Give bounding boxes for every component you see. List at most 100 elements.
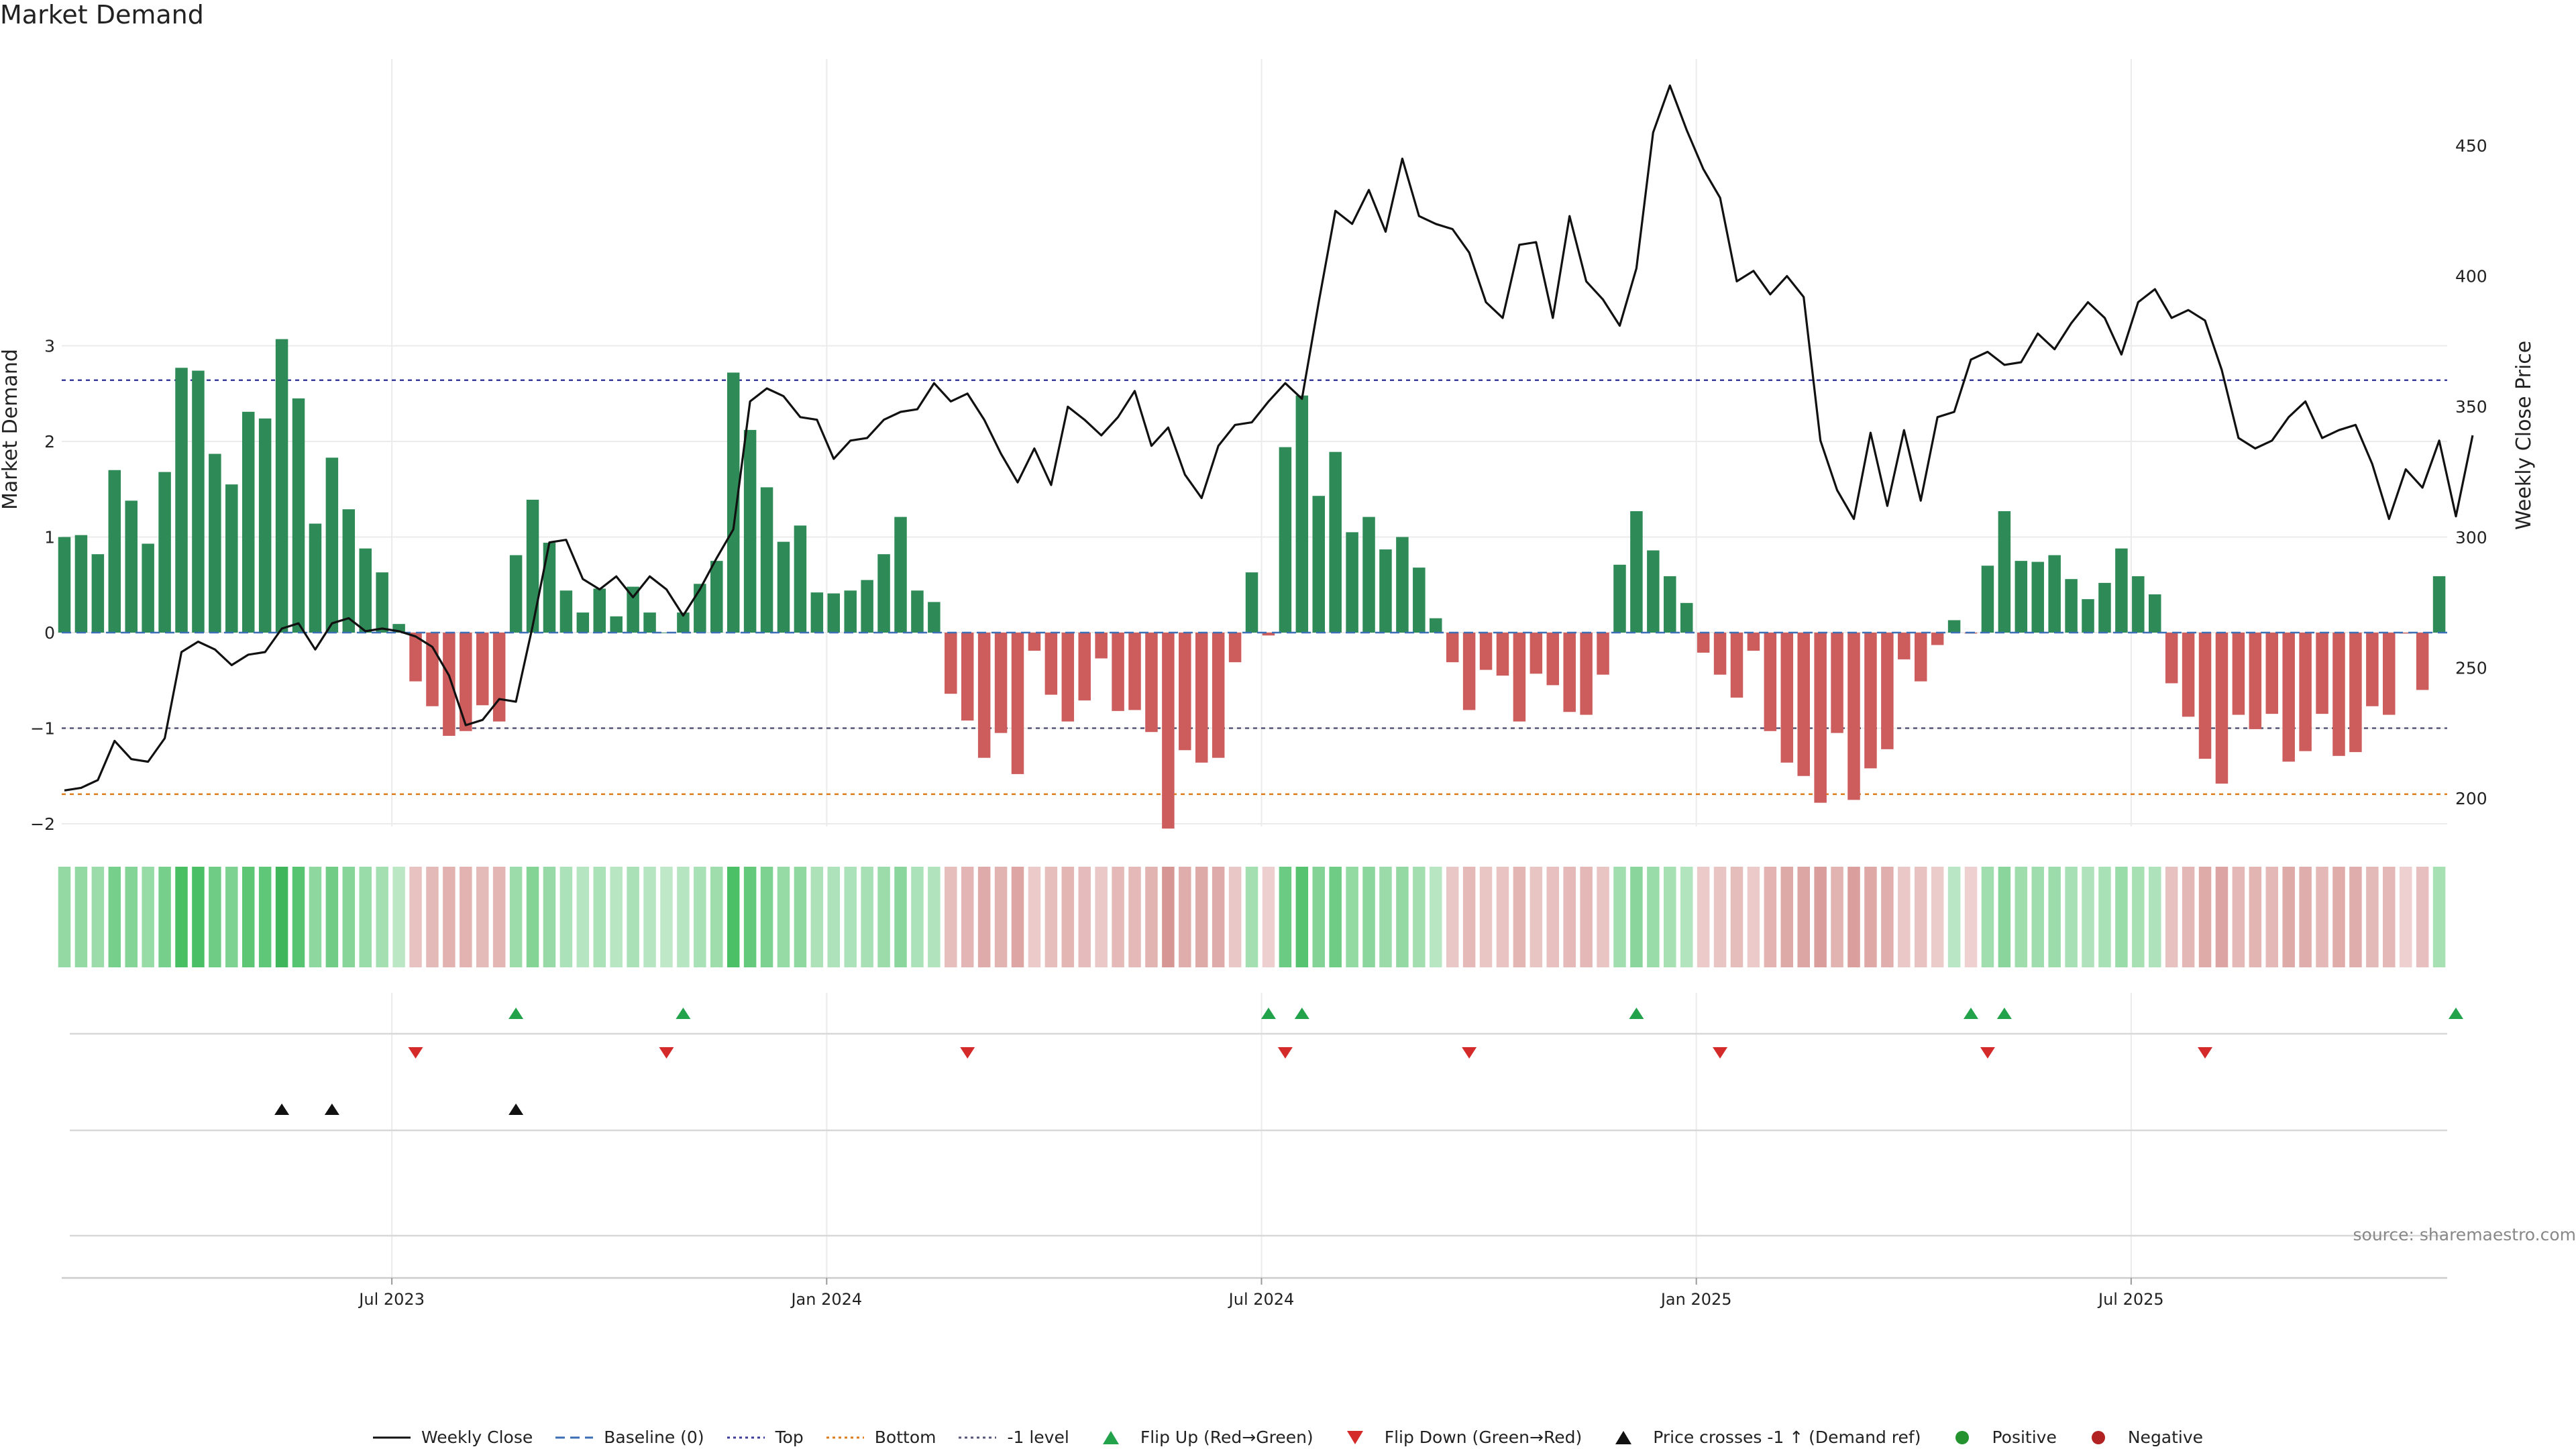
- demand-bar: [2198, 633, 2212, 759]
- demand-bar: [2215, 633, 2229, 784]
- demand-bar: [1228, 633, 1242, 663]
- demand-colour-cell: [660, 867, 673, 967]
- right-axis-label: Weekly Close Price: [2512, 340, 2536, 530]
- demand-colour-cell: [1128, 867, 1141, 967]
- demand-colour-cell: [794, 867, 807, 967]
- left-tick-label: 0: [44, 623, 55, 643]
- demand-colour-cell: [2432, 867, 2446, 967]
- demand-colour-cell: [994, 867, 1008, 967]
- legend-label: Flip Up (Red→Green): [1140, 1428, 1313, 1447]
- demand-colour-cell: [677, 867, 690, 967]
- flip-down-marker: [1713, 1047, 1728, 1059]
- demand-colour-cell: [1362, 867, 1375, 967]
- demand-bar: [977, 633, 991, 758]
- demand-colour-cell: [209, 867, 221, 967]
- demand-colour-cell: [710, 867, 723, 967]
- demand-bar: [593, 588, 606, 633]
- demand-colour-cell: [1195, 867, 1208, 967]
- demand-bar: [810, 592, 824, 633]
- demand-colour-cell: [1329, 867, 1342, 967]
- demand-bar: [1697, 633, 1710, 653]
- demand-bar: [225, 484, 238, 633]
- price-cross-marker: [324, 1104, 339, 1115]
- demand-bar: [1479, 633, 1493, 670]
- demand-colour-cell: [1462, 867, 1476, 967]
- flip-up-marker: [508, 1008, 524, 1019]
- legend-swatch-circle: [2080, 1429, 2117, 1446]
- demand-colour-cell: [627, 867, 639, 967]
- right-tick-label: 450: [2455, 136, 2487, 156]
- demand-colour-cell: [192, 867, 205, 967]
- demand-bar: [292, 398, 305, 633]
- demand-bar: [2232, 633, 2245, 715]
- demand-bar: [2249, 633, 2262, 729]
- demand-bar: [2065, 579, 2078, 633]
- demand-bar: [1028, 633, 1041, 651]
- demand-colour-cell: [1546, 867, 1560, 967]
- legend-label: Positive: [1992, 1428, 2057, 1447]
- demand-colour-cell: [961, 867, 974, 967]
- demand-bar: [911, 590, 924, 633]
- demand-bar: [1847, 633, 1860, 800]
- demand-bar: [1764, 633, 1777, 731]
- flip-down-marker: [960, 1047, 975, 1059]
- demand-colour-cell: [1228, 867, 1242, 967]
- demand-colour-cell: [241, 867, 255, 967]
- demand-bar: [209, 453, 221, 633]
- flip-down-marker: [408, 1047, 423, 1059]
- demand-colour-cell: [108, 867, 121, 967]
- demand-colour-cell: [1396, 867, 1409, 967]
- demand-bar: [2349, 633, 2362, 753]
- demand-colour-cell: [911, 867, 924, 967]
- demand-colour-cell: [509, 867, 523, 967]
- demand-colour-cell: [2082, 867, 2094, 967]
- legend-label: Bottom: [874, 1428, 936, 1447]
- demand-colour-cell: [292, 867, 305, 967]
- demand-colour-cell: [777, 867, 790, 967]
- left-tick-label: 3: [44, 337, 55, 356]
- demand-colour-cell: [2249, 867, 2262, 967]
- demand-colour-cell: [1981, 867, 1994, 967]
- demand-bar: [192, 370, 205, 633]
- demand-colour-cell: [476, 867, 489, 967]
- demand-bar: [526, 499, 539, 633]
- demand-colour-cell: [2015, 867, 2028, 967]
- demand-bar: [1664, 576, 1676, 633]
- demand-colour-cell: [175, 867, 188, 967]
- demand-colour-cell: [325, 867, 339, 967]
- demand-bar: [443, 633, 455, 736]
- flip-up-marker: [1964, 1008, 1979, 1019]
- demand-colour-cell: [376, 867, 388, 967]
- demand-colour-cell: [2048, 867, 2061, 967]
- demand-colour-cell: [861, 867, 873, 967]
- demand-colour-cell: [1162, 867, 1175, 967]
- chart-legend: Weekly Close Baseline (0) Top Bottom -1 …: [0, 1428, 2576, 1447]
- demand-colour-cell: [225, 867, 238, 967]
- demand-bar: [2149, 594, 2161, 633]
- demand-bar: [1430, 618, 1442, 633]
- demand-bar: [476, 633, 489, 706]
- demand-bar: [1713, 633, 1727, 675]
- demand-colour-cell: [1212, 867, 1225, 967]
- demand-bar: [2282, 633, 2295, 762]
- demand-colour-cell: [894, 867, 907, 967]
- demand-bar: [241, 411, 255, 633]
- x-tick-label: Jan 2025: [1660, 1290, 1732, 1309]
- demand-colour-cell: [559, 867, 573, 967]
- demand-bar: [258, 418, 272, 633]
- demand-colour-cell: [2332, 867, 2345, 967]
- demand-bar: [2416, 633, 2429, 690]
- demand-bar: [409, 633, 422, 682]
- demand-colour-cell: [2366, 867, 2379, 967]
- legend-item-flip-down: Flip Down (Green→Red): [1336, 1428, 1582, 1447]
- demand-colour-cell: [258, 867, 272, 967]
- demand-colour-cell: [1881, 867, 1894, 967]
- demand-colour-cell: [543, 867, 556, 967]
- demand-bar: [1446, 633, 1459, 663]
- demand-colour-cell: [1730, 867, 1743, 967]
- demand-colour-cell: [760, 867, 773, 967]
- right-tick-label: 250: [2455, 658, 2487, 678]
- legend-item-weekly-close: Weekly Close: [372, 1428, 533, 1447]
- demand-bar: [727, 372, 740, 633]
- demand-colour-cell: [359, 867, 372, 967]
